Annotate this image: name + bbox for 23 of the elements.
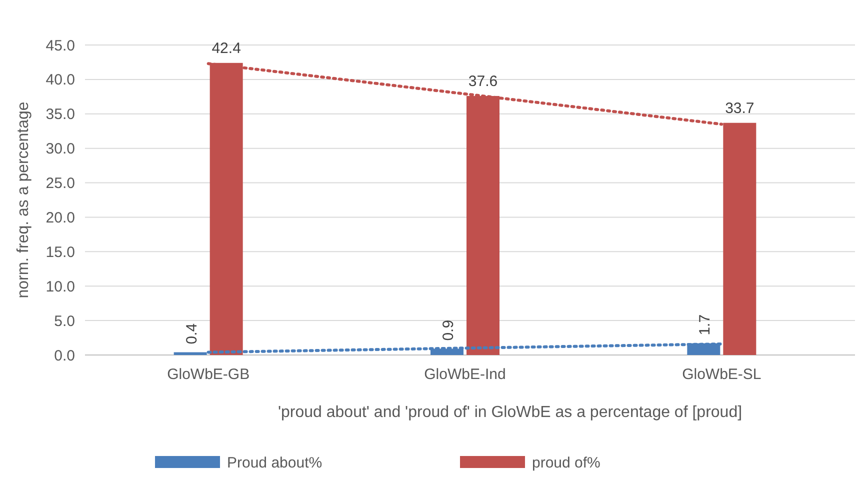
y-tick-label: 40.0 xyxy=(46,72,75,89)
y-axis-title: norm. freq. as a percentage xyxy=(15,102,32,298)
legend-label: proud of% xyxy=(532,454,600,472)
x-axis-title: 'proud about' and 'proud of' in GloWbE as a percentage of [proud] xyxy=(278,404,742,421)
y-tick-label: 15.0 xyxy=(46,244,75,261)
data-label: 37.6 xyxy=(468,72,498,90)
x-tick-label: GloWbE-GB xyxy=(167,366,250,383)
x-tick-label: GloWbE-Ind xyxy=(424,366,506,383)
y-tick-label: 0.0 xyxy=(54,347,75,364)
data-label: 1.7 xyxy=(696,314,714,336)
data-label: 42.4 xyxy=(212,40,241,57)
y-tick-label: 5.0 xyxy=(54,312,75,330)
data-label: 0.9 xyxy=(440,320,457,341)
y-tick-label: 30.0 xyxy=(46,140,75,158)
x-tick-label: GloWbE-SL xyxy=(682,366,762,383)
y-tick-label: 10.0 xyxy=(46,278,75,296)
legend-label: Proud about% xyxy=(227,454,322,472)
data-label: 0.4 xyxy=(183,323,200,344)
y-tick-label: 45.0 xyxy=(46,37,75,54)
data-label: 33.7 xyxy=(725,100,754,117)
y-tick-label: 20.0 xyxy=(46,209,75,226)
y-tick-label: 25.0 xyxy=(46,175,75,192)
y-tick-label: 35.0 xyxy=(46,106,75,124)
